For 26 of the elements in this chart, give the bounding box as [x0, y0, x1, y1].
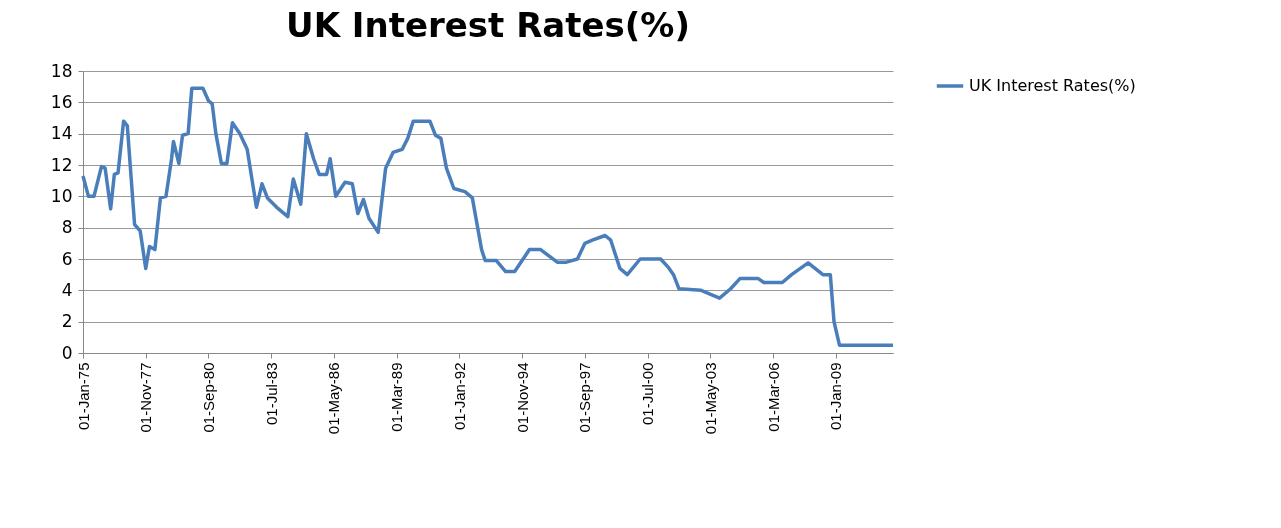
x-tick-label: 01-Jul-00: [639, 362, 657, 426]
y-tick-label: 14: [50, 123, 73, 144]
line-series: [81, 86, 895, 347]
x-tick-label: 01-Jul-83: [262, 362, 280, 426]
x-tick-label: 01-May-03: [701, 362, 719, 435]
x-tick-label: 01-Sep-97: [576, 362, 594, 433]
x-tick-label: 01-Nov-77: [137, 362, 155, 433]
x-tick-label: 01-Jan-09: [827, 362, 845, 431]
y-tick-label: 10: [50, 185, 73, 206]
x-tick-label: 01-May-86: [325, 362, 343, 435]
y-tick-label: 16: [50, 91, 73, 112]
x-tick-label: 01-Nov-94: [513, 362, 531, 433]
y-tick-label: 2: [61, 311, 73, 332]
chart-title: UK Interest Rates(%): [286, 5, 690, 45]
y-tick-label: 0: [61, 342, 73, 363]
y-tick-label: 12: [50, 154, 73, 175]
x-tick-label: 01-Jan-75: [74, 362, 92, 431]
y-tick-label: 18: [50, 60, 73, 81]
y-tick-label: 4: [61, 279, 73, 300]
x-tick-label: 01-Mar-89: [388, 362, 406, 432]
x-tick-label: 01-Jan-92: [450, 362, 468, 431]
legend-label: UK Interest Rates(%): [969, 76, 1136, 95]
y-tick-label: 8: [61, 217, 73, 238]
x-tick-label: 01-Sep-80: [199, 362, 217, 433]
y-tick-label: 6: [61, 248, 73, 269]
x-tick-label: 01-Mar-06: [764, 362, 782, 432]
